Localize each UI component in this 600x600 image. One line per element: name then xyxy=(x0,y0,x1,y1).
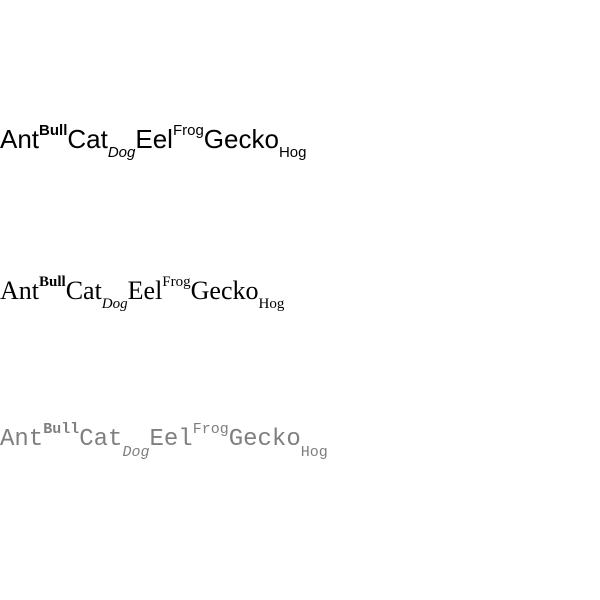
sans-text-line: AntBullCatDogEelFrogGeckoHog xyxy=(0,123,306,160)
superscript-frog: Frog xyxy=(162,274,191,291)
word-ant: Ant xyxy=(0,124,40,154)
superscript-frog: Frog xyxy=(192,421,229,438)
superscript-frog: Frog xyxy=(172,122,204,140)
subscript-dog: Dog xyxy=(107,144,136,161)
superscript-bull: Bull xyxy=(43,421,80,438)
subscript-hog: Hog xyxy=(258,296,285,312)
superscript-bull: Bull xyxy=(39,274,66,291)
superscript-bull: Bull xyxy=(39,122,68,140)
subscript-hog: Hog xyxy=(300,444,328,462)
word-gecko: Gecko xyxy=(190,276,259,305)
subscript-hog: Hog xyxy=(278,144,307,161)
word-cat: Cat xyxy=(79,426,123,453)
subscript-dog: Dog xyxy=(122,444,150,462)
serif-text-line: AntBullCatDogEelFrogGeckoHog xyxy=(0,275,284,312)
word-ant: Ant xyxy=(0,426,44,453)
word-eel: Eel xyxy=(149,426,193,453)
word-cat: Cat xyxy=(65,276,102,305)
word-eel: Eel xyxy=(135,124,173,154)
mono-text-line: AntBullCatDogEelFrogGeckoHog xyxy=(0,422,328,460)
subscript-dog: Dog xyxy=(101,296,128,312)
word-ant: Ant xyxy=(0,276,39,305)
word-eel: Eel xyxy=(127,276,163,305)
word-gecko: Gecko xyxy=(203,124,279,154)
word-gecko: Gecko xyxy=(228,426,301,453)
word-cat: Cat xyxy=(67,124,108,154)
